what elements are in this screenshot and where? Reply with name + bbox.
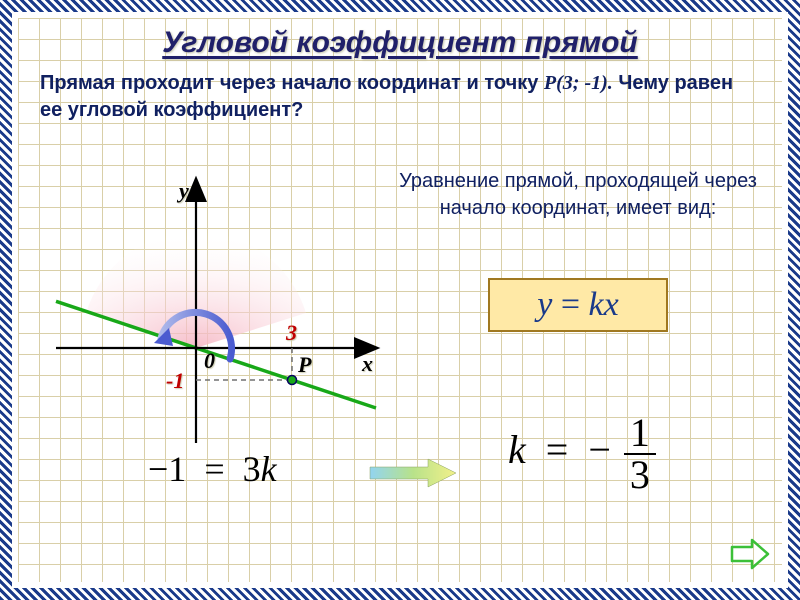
equation-y: y (537, 286, 552, 324)
origin-label: 0 (204, 348, 215, 373)
question-point: Р(3; -1). (544, 72, 613, 94)
problem-statement: Прямая проходит через начало координат и… (18, 60, 782, 124)
point-p-label: P (297, 352, 312, 377)
page-title: Угловой коэффициент прямой (18, 18, 782, 60)
slide-content: Угловой коэффициент прямой Прямая проход… (18, 18, 782, 582)
equation-result: k = − 1 3 (508, 413, 659, 495)
next-slide-button[interactable] (730, 538, 770, 570)
coordinate-diagram: y x 0 3 -1 P (46, 168, 386, 448)
y-axis-label: y (176, 178, 189, 203)
eq-left-k: k (261, 449, 277, 489)
x-axis-label: x (361, 351, 373, 376)
equals-sign: = (552, 286, 588, 324)
equation-intro-text: Уравнение прямой, проходящей через начал… (398, 168, 758, 222)
y-tick-neg1: -1 (166, 368, 184, 393)
eq-left-3: 3 (243, 449, 261, 489)
equals-sign: = (195, 449, 233, 489)
equation-box: y = kx (488, 278, 668, 332)
fraction: 1 3 (624, 413, 656, 495)
equation-substitution: −1 = 3k (148, 448, 277, 490)
equals-sign: = (536, 427, 579, 472)
question-part1: Прямая проходит через начало координат и… (40, 72, 538, 94)
x-tick-3: 3 (285, 320, 297, 345)
eq-left-lhs: −1 (148, 449, 186, 489)
minus-sign: − (588, 427, 611, 472)
implies-arrow-icon (368, 458, 458, 488)
fraction-denominator: 3 (624, 455, 656, 495)
eq-right-k: k (508, 427, 526, 472)
fraction-numerator: 1 (624, 413, 656, 453)
equation-kx: kx (589, 286, 619, 324)
point-p-marker (288, 376, 297, 385)
